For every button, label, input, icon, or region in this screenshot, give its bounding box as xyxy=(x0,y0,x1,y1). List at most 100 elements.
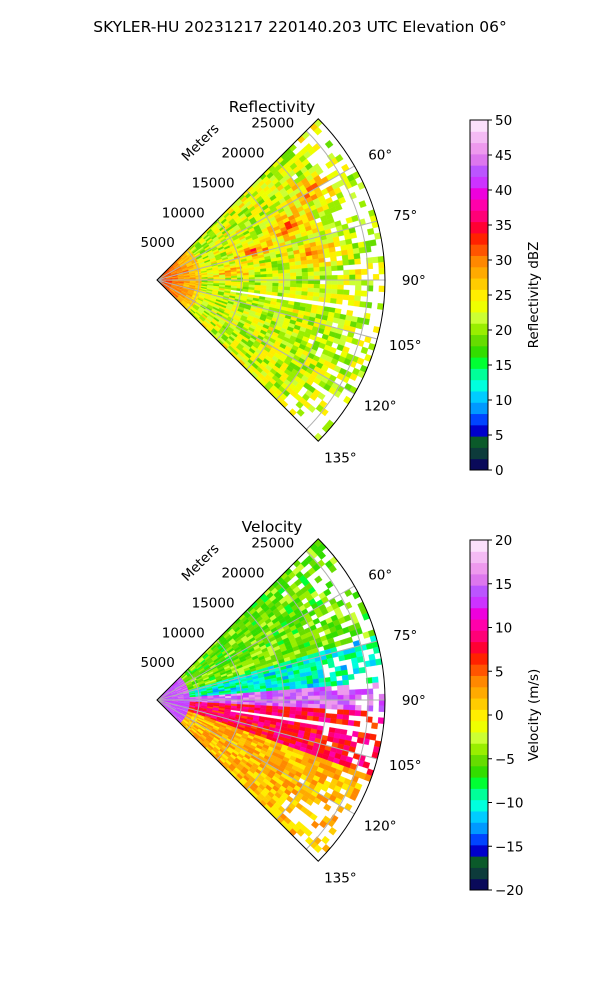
data-cell xyxy=(372,682,379,689)
colorbar-segment xyxy=(470,607,488,620)
data-cell xyxy=(377,717,385,724)
colorbar-tick-label: 15 xyxy=(495,358,512,374)
data-cell xyxy=(284,276,291,281)
data-cell xyxy=(248,272,255,276)
data-cell xyxy=(254,282,261,286)
data-cell xyxy=(248,274,256,278)
data-cell xyxy=(347,719,355,727)
data-cell xyxy=(294,680,302,686)
data-cell xyxy=(353,300,361,307)
data-cell xyxy=(313,682,320,688)
data-cell xyxy=(265,291,273,296)
velocity-panel: Velocity 5000 10000 15000 20000 25000 Meters 60… xyxy=(140,518,542,899)
data-cell xyxy=(378,261,385,269)
data-cell xyxy=(343,694,350,701)
data-cell xyxy=(236,708,243,712)
data-cell xyxy=(294,260,302,266)
data-cell xyxy=(307,695,315,701)
data-cell xyxy=(343,279,350,286)
data-cell xyxy=(307,711,314,717)
data-cell xyxy=(242,288,249,293)
data-cell xyxy=(253,290,261,294)
colorbar-tick-label: 5 xyxy=(495,664,504,680)
data-cell xyxy=(331,704,338,710)
data-cell xyxy=(355,705,362,711)
colorbar-segment xyxy=(470,585,488,597)
data-cell xyxy=(346,243,354,251)
data-cell xyxy=(330,260,338,267)
data-cell xyxy=(260,274,267,278)
colorbar-segment xyxy=(470,652,488,665)
data-cell xyxy=(319,695,327,701)
colorbar-segment xyxy=(470,142,488,155)
data-cell xyxy=(290,276,297,281)
panel-title: Velocity xyxy=(242,518,303,536)
data-cell xyxy=(307,691,315,697)
data-cell xyxy=(242,695,250,698)
colorbar-segment xyxy=(470,709,488,722)
data-cell xyxy=(318,682,326,688)
data-cell xyxy=(301,264,308,269)
colorbar-tick-label: 20 xyxy=(495,533,512,549)
colorbar-segment xyxy=(470,731,488,744)
data-cell xyxy=(313,262,320,268)
data-cell xyxy=(290,279,297,284)
data-cell xyxy=(283,265,291,271)
data-cell xyxy=(306,679,314,685)
data-cell xyxy=(347,299,355,307)
data-cell xyxy=(290,272,297,277)
data-cell xyxy=(341,719,349,726)
data-cell xyxy=(336,680,344,686)
data-cell xyxy=(307,271,315,277)
colorbar-segment xyxy=(470,698,488,710)
data-cell xyxy=(349,232,358,239)
data-cell xyxy=(295,272,303,277)
data-cell xyxy=(329,251,337,258)
data-cell xyxy=(343,269,350,276)
range-tick-label: 10000 xyxy=(162,625,205,641)
data-cell xyxy=(324,293,332,299)
data-cell xyxy=(313,288,320,293)
azimuth-tick-label: 105° xyxy=(389,758,422,774)
data-cell xyxy=(336,260,344,266)
data-cell xyxy=(284,279,291,284)
data-cell xyxy=(266,693,273,698)
azimuth-tick-label: 135° xyxy=(324,870,357,886)
colorbar-segment xyxy=(470,743,488,756)
data-cell xyxy=(318,262,326,268)
data-cell xyxy=(301,703,309,709)
colorbar-tick-label: 15 xyxy=(495,577,512,593)
data-cell xyxy=(355,285,362,291)
data-cell xyxy=(242,275,250,278)
data-cell xyxy=(367,228,375,236)
data-cell xyxy=(378,693,386,701)
data-cell xyxy=(347,253,355,261)
data-cell xyxy=(342,709,350,716)
data-cell xyxy=(289,293,296,299)
data-cell xyxy=(248,282,256,286)
colorbar-segment xyxy=(470,210,488,223)
data-cell xyxy=(349,279,356,286)
colorbar-tick-label: −20 xyxy=(495,883,524,899)
data-cell xyxy=(351,590,361,600)
data-cell xyxy=(324,139,334,149)
colorbar-segment xyxy=(470,232,488,245)
data-cell xyxy=(289,268,297,274)
range-tick-label: 5000 xyxy=(140,235,174,251)
data-cell xyxy=(319,691,326,696)
data-cell xyxy=(230,707,237,711)
azimuth-tick-label: 135° xyxy=(324,450,357,466)
reflectivity-panel: Reflectivity 5000 10000 15000 20000 25000 Mete… xyxy=(140,98,542,479)
data-cell xyxy=(319,686,326,692)
data-cell xyxy=(329,671,337,678)
data-cell xyxy=(337,709,344,715)
colorbar-segment xyxy=(470,596,488,609)
data-cell xyxy=(341,669,349,676)
data-cell xyxy=(342,259,350,266)
data-cell xyxy=(325,704,332,710)
colorbar-segment xyxy=(470,573,488,586)
data-cell xyxy=(295,692,303,697)
data-cell xyxy=(306,259,314,265)
data-cell xyxy=(313,691,321,697)
data-cell xyxy=(331,288,338,295)
